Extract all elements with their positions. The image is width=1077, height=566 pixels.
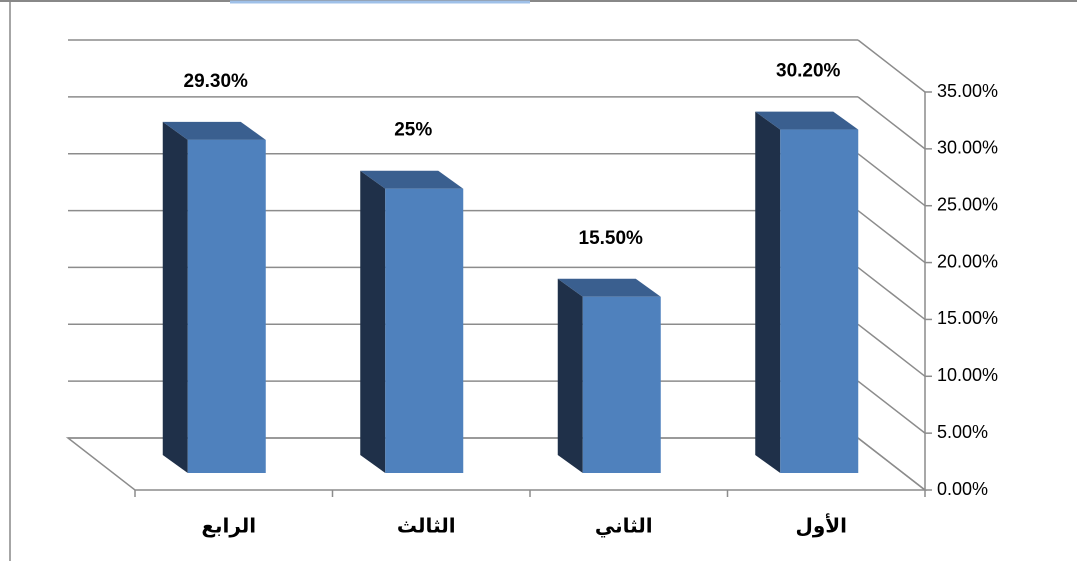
y-tick-label: 15.00% xyxy=(937,308,998,328)
bar-side xyxy=(360,170,386,473)
x-tick-label: الرابع xyxy=(201,515,256,537)
bar xyxy=(755,111,859,473)
bar-front xyxy=(385,188,464,473)
grid-diagonal xyxy=(857,437,926,491)
bar xyxy=(360,170,464,473)
grid-diagonal xyxy=(857,39,926,93)
x-tick-label: الثاني xyxy=(595,515,653,538)
x-tick-label: الثالث xyxy=(397,515,456,537)
grid-diagonal xyxy=(857,323,926,377)
y-tick-label: 20.00% xyxy=(937,251,998,271)
grid-diagonal xyxy=(857,209,926,264)
y-tick-label: 5.00% xyxy=(937,422,988,442)
bar xyxy=(557,278,661,473)
value-label: 15.50% xyxy=(579,228,644,249)
grid-diagonal xyxy=(857,266,926,321)
bar-top xyxy=(360,170,464,189)
bar-top xyxy=(162,121,266,140)
bar-side xyxy=(755,111,781,473)
y-tick-label: 30.00% xyxy=(937,138,998,158)
bar-front xyxy=(780,129,859,473)
bar-top xyxy=(557,278,661,297)
bar-front xyxy=(187,139,266,473)
bar-front xyxy=(582,296,661,473)
bar-side xyxy=(557,278,583,473)
bar-top xyxy=(755,111,859,130)
y-tick-label: 25.00% xyxy=(937,194,998,214)
grid-diagonal xyxy=(857,153,926,207)
y-tick-label: 35.00% xyxy=(937,81,998,101)
value-label: 29.30% xyxy=(184,71,249,92)
value-label: 30.20% xyxy=(776,61,841,82)
bar-side xyxy=(162,121,188,474)
bar xyxy=(162,121,266,474)
grid-diagonal xyxy=(857,380,926,434)
grid-diagonal xyxy=(857,96,926,150)
y-tick-label: 10.00% xyxy=(937,365,998,385)
value-label: 25% xyxy=(394,120,432,141)
x-tick-label: الأول xyxy=(795,512,847,537)
y-tick-label: 0.00% xyxy=(937,479,988,499)
